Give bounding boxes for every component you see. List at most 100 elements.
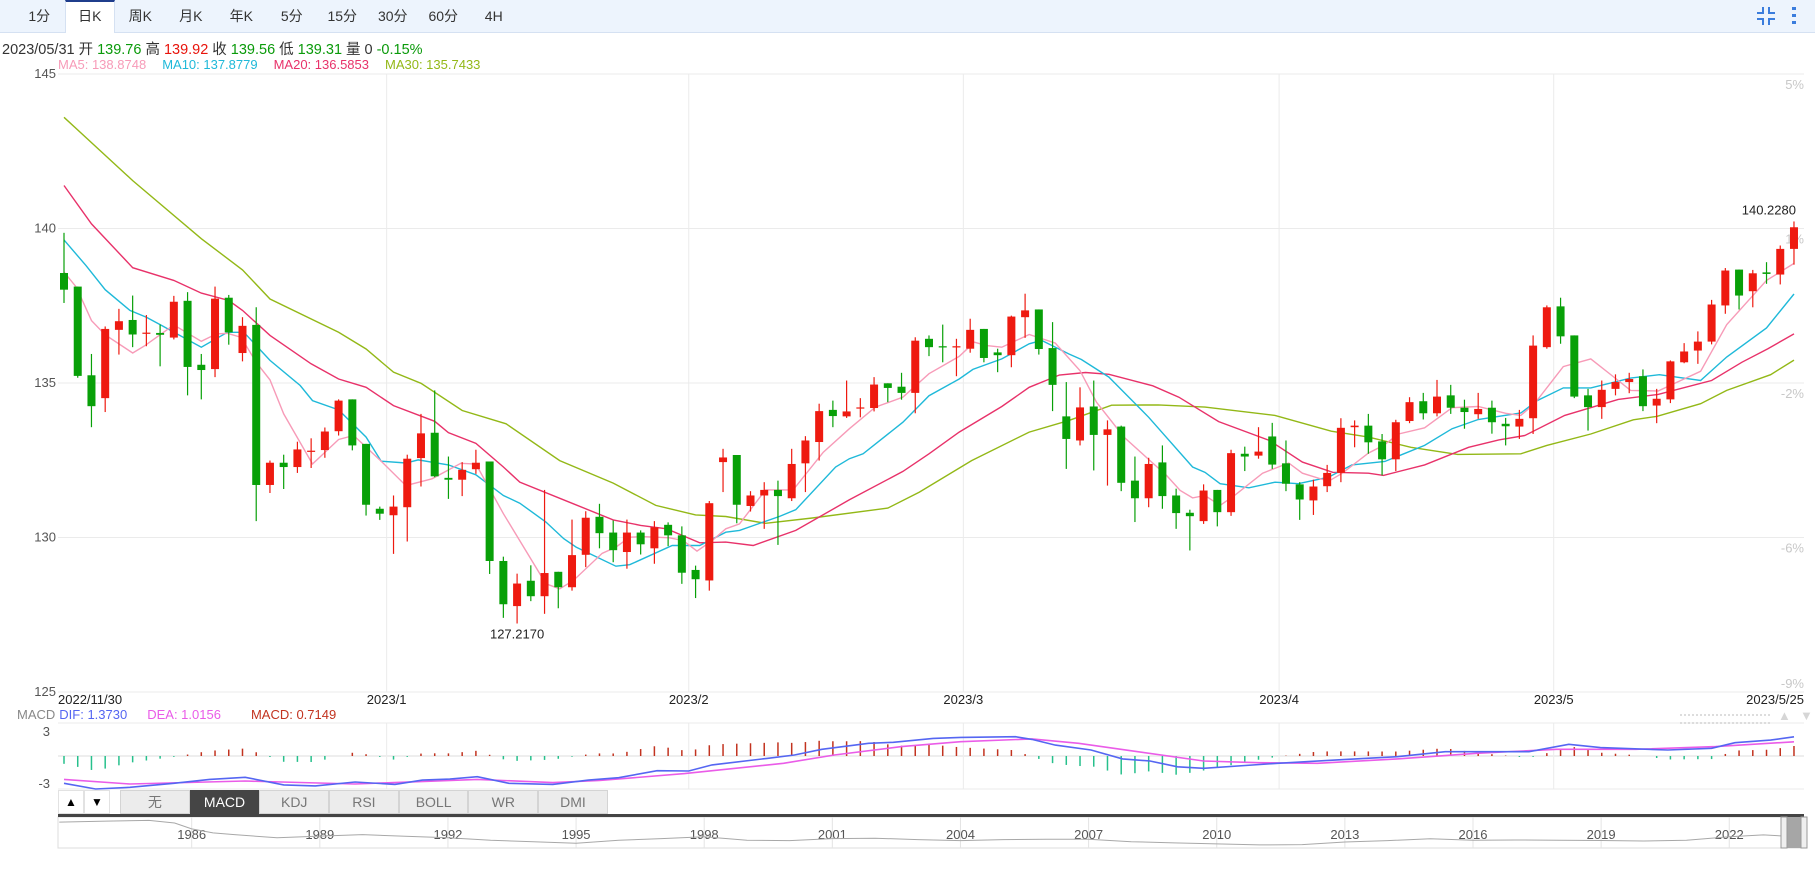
candle	[1103, 420, 1112, 486]
candle	[732, 454, 741, 524]
candle-body	[856, 407, 865, 409]
candle	[1515, 409, 1524, 439]
candle	[1666, 360, 1675, 404]
indicator-tab-macd[interactable]: MACD	[189, 790, 260, 814]
candle	[1378, 433, 1387, 476]
candle-body	[375, 508, 384, 514]
candle-body	[1172, 495, 1181, 514]
candle-body	[1597, 389, 1606, 408]
candle-body	[1638, 376, 1647, 407]
candle	[1405, 397, 1414, 424]
candle-body	[1323, 472, 1332, 487]
candle	[320, 427, 329, 458]
candle-body	[87, 375, 96, 407]
candle-body	[897, 386, 906, 393]
close-value: 139.56	[230, 42, 276, 58]
indicator-tab-boll[interactable]: BOLL	[398, 790, 469, 814]
candle-body	[279, 462, 288, 468]
tab-5min[interactable]: 5分	[280, 8, 303, 24]
candle	[1721, 268, 1730, 314]
candle	[691, 565, 700, 599]
candle-body	[1295, 484, 1304, 500]
panel-down-button[interactable]: ▼	[84, 790, 110, 814]
candle	[60, 232, 68, 303]
compress-icon[interactable]	[1756, 6, 1776, 26]
candle-body	[1364, 425, 1373, 443]
tab-1min[interactable]: 1分	[28, 8, 51, 24]
tab-30min[interactable]: 30分	[377, 8, 408, 24]
dif-legend: DIF: 1.3730	[59, 707, 128, 722]
candle	[485, 461, 494, 574]
candle	[1007, 315, 1016, 368]
ma10-line	[63, 239, 1795, 567]
candle	[101, 326, 110, 413]
navigator-year-label: 2013	[1330, 827, 1359, 842]
macd-value-legend: MACD: 0.7149	[250, 707, 337, 722]
candle-body	[1048, 348, 1057, 385]
panel-up-button[interactable]: ▲	[58, 790, 84, 814]
ohlc-info-line: 2023/05/31 开 139.76 高 139.92 收 139.56 低 139.31 量 0…	[2, 38, 427, 59]
candle-body	[870, 384, 879, 409]
candle-body	[1652, 398, 1661, 406]
candle-body	[1419, 401, 1428, 414]
scroll-up-icon[interactable]: ▲	[1778, 708, 1791, 723]
candle	[1446, 384, 1455, 414]
candle-body	[622, 532, 631, 553]
candle-body	[1103, 429, 1112, 435]
tab-60min[interactable]: 60分	[428, 8, 459, 24]
candle-body	[938, 346, 947, 348]
candle-body	[1378, 441, 1387, 460]
period-toolbar: 1分 日K 周K 月K 年K 5分 15分 30分 60分 4H	[0, 0, 1815, 33]
candle	[938, 324, 947, 363]
candle	[1309, 479, 1318, 515]
candle	[636, 530, 645, 555]
macd-name: MACD	[17, 707, 56, 722]
candle-body	[1021, 310, 1030, 318]
candle	[1062, 382, 1071, 469]
tab-daily[interactable]: 日K	[64, 0, 115, 33]
navigator-window-handle[interactable]	[1780, 816, 1808, 849]
candle	[334, 399, 343, 436]
candle	[114, 308, 123, 355]
panel-resize-handle[interactable]	[1680, 714, 1770, 724]
navigator-window	[1784, 817, 1804, 848]
navigator-year-label: 1989	[305, 827, 334, 842]
candle	[1213, 489, 1222, 527]
indicator-tab-dmi[interactable]: DMI	[538, 790, 608, 814]
tab-4h[interactable]: 4H	[484, 8, 503, 24]
candle-body	[1076, 407, 1085, 441]
candle-body	[1529, 345, 1538, 419]
tab-weekly[interactable]: 周K	[128, 8, 152, 24]
ma30-line	[63, 116, 1795, 525]
low-label: 低	[279, 42, 294, 58]
indicator-tab-none[interactable]: 无	[120, 790, 190, 814]
indicator-tab-wr[interactable]: WR	[468, 790, 539, 814]
period-tabs: 1分 日K 周K 月K 年K 5分 15分 30分 60分 4H	[14, 0, 519, 33]
candle-body	[265, 462, 274, 485]
ma5-legend: MA5: 138.8748	[58, 57, 147, 72]
ma20-legend: MA20: 136.5853	[273, 57, 369, 72]
more-vertical-icon[interactable]	[1788, 6, 1800, 26]
candle-body	[705, 503, 714, 581]
tab-15min[interactable]: 15分	[327, 8, 358, 24]
candle-body	[732, 454, 741, 505]
indicator-tab-kdj[interactable]: KDJ	[259, 790, 330, 814]
candle	[815, 403, 824, 461]
candle	[375, 506, 384, 520]
candle	[1433, 379, 1441, 417]
candle	[1611, 374, 1620, 396]
indicator-tab-rsi[interactable]: RSI	[329, 790, 399, 814]
tab-monthly[interactable]: 月K	[179, 8, 203, 24]
candle	[1652, 388, 1661, 424]
candle	[856, 398, 865, 418]
percent-axis-label: -2%	[1781, 386, 1805, 401]
tab-yearly[interactable]: 年K	[229, 8, 253, 24]
candle	[1158, 445, 1167, 509]
scroll-down-icon[interactable]: ▼	[1800, 708, 1813, 723]
candle-body	[156, 332, 165, 335]
candle	[1034, 309, 1043, 355]
navigator-year-label: 2019	[1587, 827, 1616, 842]
candle	[444, 456, 453, 499]
candle-body	[1487, 407, 1496, 423]
